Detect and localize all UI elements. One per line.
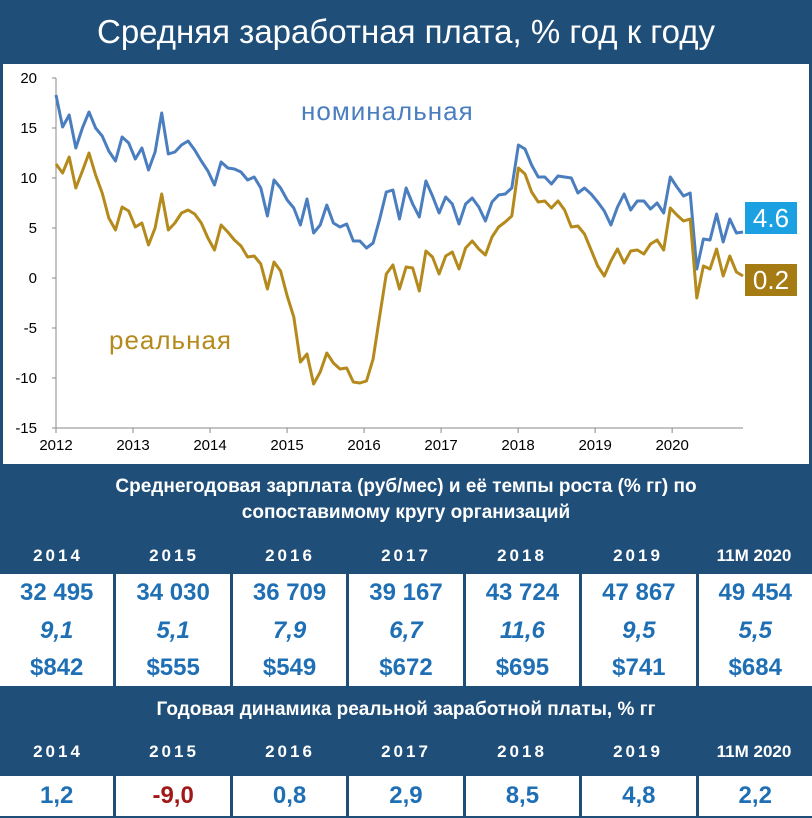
salary-rub-cell: 49 454 xyxy=(698,574,812,612)
real-end-label: 0.2 xyxy=(745,264,797,296)
nominal-end-label: 4.6 xyxy=(745,202,797,234)
salary-usd-cell: $549 xyxy=(232,650,350,686)
y-tick-label: 20 xyxy=(20,70,37,87)
growth-row: 9,1 5,1 7,9 6,7 11,6 9,5 5,5 xyxy=(0,612,812,650)
growth-cell: 6,7 xyxy=(349,612,466,650)
salary-rub-cell: 39 167 xyxy=(349,574,466,612)
year-cell: 2015 xyxy=(149,742,199,761)
table-header-1-line2: сопоставимому кругу организаций xyxy=(241,502,571,523)
real-growth-cell: 8,5 xyxy=(465,776,583,816)
y-tick-label: 5 xyxy=(29,220,37,237)
salary-rub-row: 32 495 34 030 36 709 39 167 43 724 47 86… xyxy=(0,574,812,612)
year-cell: 2014 xyxy=(33,546,83,565)
y-tick-label: -10 xyxy=(15,370,37,387)
x-tick-label: 2020 xyxy=(655,437,688,454)
salary-usd-cell: $684 xyxy=(698,650,812,686)
nominal-series-line xyxy=(54,94,744,271)
salary-usd-row: $842 $555 $549 $672 $695 $741 $684 xyxy=(0,650,812,686)
x-tick-label: 2016 xyxy=(347,437,380,454)
growth-cell: 5,1 xyxy=(116,612,233,650)
y-tick-label: 10 xyxy=(20,170,37,187)
table-header-2: Годовая динамика реальной заработной пла… xyxy=(156,699,656,720)
nominal-series-label: номинальная xyxy=(301,96,474,126)
year-cell: 11M 2020 xyxy=(716,742,792,761)
salary-rub-cell: 32 495 xyxy=(0,574,117,612)
salary-usd-cell: $672 xyxy=(349,650,466,686)
real-series-line xyxy=(54,151,744,386)
y-tick-label: -15 xyxy=(15,420,37,437)
year-cell: 2015 xyxy=(149,546,199,565)
salary-rub-cell: 34 030 xyxy=(116,574,233,612)
year-cell: 11M 2020 xyxy=(716,546,792,565)
real-growth-cell: 0,8 xyxy=(232,776,350,816)
x-tick-label: 2018 xyxy=(501,437,534,454)
years-row-2: 2014 2015 2016 2017 2018 2019 11M 2020 xyxy=(0,736,812,768)
year-cell: 2018 xyxy=(497,546,547,565)
growth-cell: 7,9 xyxy=(232,612,350,650)
years-row-1: 2014 2015 2016 2017 2018 2019 11M 2020 xyxy=(0,540,812,572)
salary-rub-cell: 47 867 xyxy=(582,574,699,612)
salary-rub-cell: 36 709 xyxy=(232,574,350,612)
growth-cell: 9,1 xyxy=(0,612,117,650)
x-tick-label: 2017 xyxy=(424,437,457,454)
salary-table: Среднегодовая зарплата (руб/мес) и её те… xyxy=(0,466,812,818)
year-cell: 2019 xyxy=(613,546,663,565)
salary-usd-cell: $741 xyxy=(582,650,699,686)
year-cell: 2019 xyxy=(613,742,663,761)
year-cell: 2016 xyxy=(265,546,315,565)
x-tick-label: 2014 xyxy=(193,437,226,454)
year-cell: 2018 xyxy=(497,742,547,761)
growth-cell: 5,5 xyxy=(698,612,812,650)
growth-cell: 11,6 xyxy=(465,612,583,650)
real-growth-cell: 2,2 xyxy=(698,776,812,816)
y-tick-label: -5 xyxy=(24,320,37,337)
real-growth-cell: -9,0 xyxy=(116,776,233,816)
real-growth-cell: 1,2 xyxy=(0,776,117,816)
year-cell: 2016 xyxy=(265,742,315,761)
real-series-label: реальная xyxy=(109,325,232,355)
table-header-1: Среднегодовая зарплата (руб/мес) и её те… xyxy=(0,474,812,526)
x-tick-label: 2013 xyxy=(116,437,149,454)
salary-usd-cell: $695 xyxy=(465,650,583,686)
year-cell: 2014 xyxy=(33,742,83,761)
real-growth-row: 1,2 -9,0 0,8 2,9 8,5 4,8 2,2 xyxy=(0,776,812,816)
x-tick-label: 2012 xyxy=(39,437,72,454)
x-tick-label: 2019 xyxy=(578,437,611,454)
table-header-1-line1: Среднегодовая зарплата (руб/мес) и её те… xyxy=(115,476,697,497)
year-cell: 2017 xyxy=(381,742,431,761)
growth-cell: 9,5 xyxy=(582,612,699,650)
real-growth-cell: 2,9 xyxy=(349,776,466,816)
salary-rub-cell: 43 724 xyxy=(465,574,583,612)
year-cell: 2017 xyxy=(381,546,431,565)
line-chart: 20 15 10 5 0 -5 -10 -15 2012 2013 2014 2015 2016 2017… xyxy=(3,64,809,464)
y-tick-label: 15 xyxy=(20,120,37,137)
x-tick-label: 2015 xyxy=(270,437,303,454)
y-tick-label: 0 xyxy=(29,270,37,287)
salary-usd-cell: $555 xyxy=(116,650,233,686)
salary-usd-cell: $842 xyxy=(0,650,117,686)
page-title: Средняя заработная плата, % год к году xyxy=(0,0,812,64)
real-growth-cell: 4,8 xyxy=(582,776,699,816)
